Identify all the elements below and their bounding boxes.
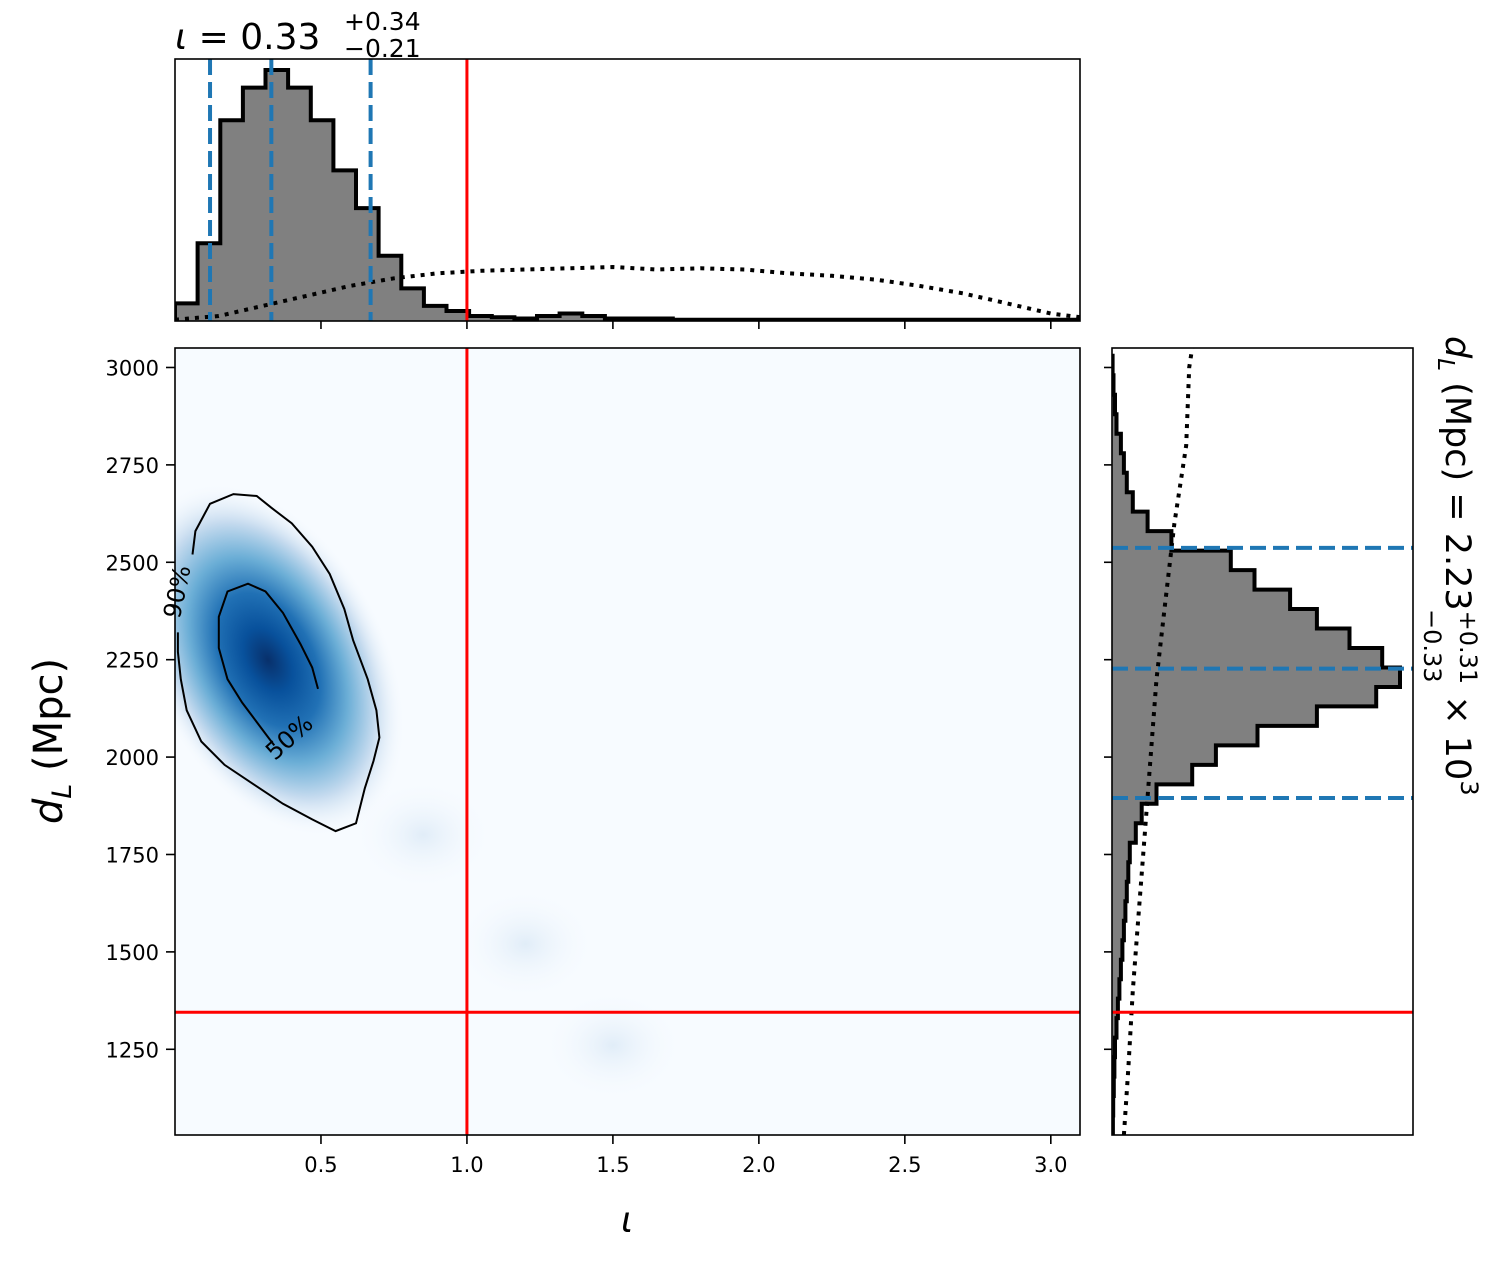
- x-tick-label-5: 3.0: [1034, 1153, 1067, 1177]
- y-tick-label-3: 2000: [106, 746, 159, 770]
- x-tick-label-0: 0.5: [304, 1153, 337, 1177]
- y-tick-label-0: 1250: [106, 1038, 159, 1062]
- joint-injection-lines: [175, 348, 1080, 1135]
- y-tick-label-2: 1750: [106, 843, 159, 867]
- x-axis-label: ι: [621, 1200, 633, 1241]
- iota-histogram: [175, 68, 1080, 321]
- top-title-value: 0.33: [240, 17, 320, 58]
- joint-panel: 50%90% 0.5 1.0 1.5 2.0 2.5 3.0 12501500175020…: [26, 347, 1081, 1241]
- top-title-symbol: ι: [175, 17, 187, 58]
- right-title-sub: L: [1432, 358, 1458, 371]
- density-tail-blob-1: [455, 889, 596, 1000]
- right-title-d: d: [1437, 336, 1477, 359]
- y-axis-label: dL (Mpc): [26, 658, 78, 824]
- svg-text:dL (Mpc) = 2.23+0.31 × 103: dL (Mpc) = 2.23+0.31 × 103: [1432, 336, 1483, 796]
- top-title: ι = 0.33: [175, 17, 320, 58]
- x-tick-label-1: 1.0: [450, 1153, 483, 1177]
- right-y-ticks: [1104, 366, 1112, 1051]
- y-tick-label-1: 1500: [106, 941, 159, 965]
- x-tick-label-2: 1.5: [596, 1153, 629, 1177]
- iota-quantile-lines: [208, 59, 373, 321]
- right-title-suffix: × 10: [1437, 684, 1477, 780]
- y-tick-label-7: 3000: [106, 356, 159, 380]
- x-tick-label-4: 2.5: [888, 1153, 921, 1177]
- credible-contours: [176, 493, 381, 833]
- right-title-plus: +0.31: [1454, 611, 1482, 685]
- y-tick-label-5: 2500: [106, 551, 159, 575]
- right-title: dL (Mpc) = 2.23+0.31 × 103 −0.33: [1418, 336, 1483, 796]
- top-marginal-panel: ι = 0.33 +0.34 −0.21: [174, 7, 1081, 329]
- iota-prior-curve: [175, 264, 1080, 321]
- density-tail-blob-2: [542, 990, 683, 1101]
- joint-x-ticks: 0.5 1.0 1.5 2.0 2.5 3.0: [304, 1135, 1068, 1177]
- joint-y-ticks: 1250 1500 1750 2000 2250 2500 2750 3000: [106, 356, 175, 1062]
- y-axis-label-d: d: [26, 798, 72, 824]
- dl-histogram: [1112, 353, 1402, 1135]
- right-title-exp: 3: [1455, 780, 1483, 795]
- x-tick-label-3: 2.0: [742, 1153, 775, 1177]
- right-title-mid: (Mpc) = 2.23: [1437, 371, 1477, 611]
- contour-50pct: [217, 582, 319, 747]
- right-frame: [1111, 347, 1414, 1136]
- y-axis-label-sub: L: [47, 784, 78, 799]
- density-peak: [175, 410, 518, 910]
- dl-prior-curve: [1121, 348, 1195, 1135]
- y-tick-label-6: 2750: [106, 454, 159, 478]
- top-frame: [174, 58, 1081, 322]
- right-title-minus: −0.33: [1418, 609, 1446, 683]
- dl-quantile-lines: [1112, 545, 1413, 800]
- top-x-ticks: [320, 321, 1052, 329]
- top-title-eq: =: [187, 17, 240, 58]
- contour-90pct: [176, 493, 381, 833]
- top-title-minus: −0.21: [344, 34, 421, 63]
- right-marginal-panel: dL (Mpc) = 2.23+0.31 × 103 −0.33: [1104, 336, 1483, 1136]
- top-title-plus: +0.34: [344, 7, 421, 36]
- y-tick-label-4: 2250: [106, 649, 159, 673]
- y-axis-label-unit: (Mpc): [26, 658, 72, 784]
- joint-frame: [174, 347, 1081, 1136]
